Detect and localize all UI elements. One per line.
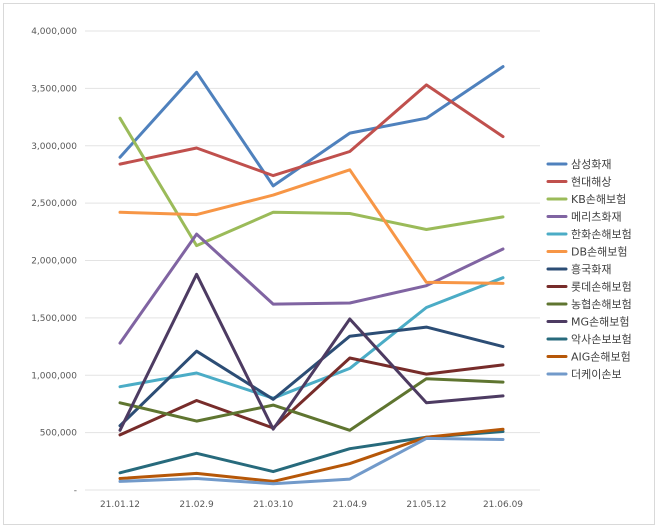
legend-label: 악사손보보험 xyxy=(571,333,632,346)
series-line xyxy=(118,356,505,437)
series-line xyxy=(118,272,505,432)
chart-frame xyxy=(3,3,655,525)
x-tick-label: 21.04.9 xyxy=(333,500,368,510)
y-tick-label: 2,000,000 xyxy=(31,257,77,267)
legend-label: 롯데손해보험 xyxy=(571,280,632,294)
series-line xyxy=(118,232,505,345)
series-line xyxy=(118,83,505,178)
y-tick-label: 3,500,000 xyxy=(31,84,77,94)
x-tick-label: 21.05.12 xyxy=(406,500,446,510)
y-tick-label: 1,000,000 xyxy=(31,371,77,381)
legend-label: 농협손해보험 xyxy=(571,297,632,311)
x-tick-label: 21.02.9 xyxy=(179,500,214,510)
legend-label: 한화손해보험 xyxy=(571,227,632,241)
series-line xyxy=(118,116,505,248)
y-tick-label: 3,000,000 xyxy=(31,142,77,152)
x-tick-label: 21.01.12 xyxy=(100,500,140,510)
series-line xyxy=(118,276,505,400)
x-tick-label: 21.03.10 xyxy=(253,500,293,510)
series-line xyxy=(118,436,505,486)
y-tick-label: 500,000 xyxy=(40,429,77,439)
legend-label: KB손해보험 xyxy=(571,192,626,206)
legend-label: 삼성화재 xyxy=(571,158,611,171)
legend-label: DB손해보험 xyxy=(571,245,628,259)
series-line xyxy=(118,325,505,428)
x-tick-label: 21.06.09 xyxy=(483,500,523,510)
y-tick-label: - xyxy=(74,486,77,496)
series-line xyxy=(118,65,505,188)
gridlines xyxy=(85,30,540,491)
legend-label: MG손해보험 xyxy=(571,315,630,329)
series-line xyxy=(118,377,505,432)
series-line xyxy=(118,427,505,483)
y-tick-label: 2,500,000 xyxy=(31,199,77,209)
legend-label: 현대해상 xyxy=(571,175,611,189)
legend-label: 더케이손보 xyxy=(571,368,622,381)
series-lines xyxy=(118,65,505,486)
y-axis-ticks: - 500,000 1,000,000 1,500,000 2,000,000 2,500… xyxy=(31,27,77,496)
legend-label: 흥국화재 xyxy=(571,262,611,276)
x-axis-ticks: 21.01.12 21.02.9 21.03.10 21.04.9 21.05.12 21… xyxy=(100,500,523,510)
series-line xyxy=(118,168,505,285)
y-tick-label: 1,500,000 xyxy=(31,314,77,324)
y-tick-label: 4,000,000 xyxy=(31,27,77,37)
legend-label: 메리츠화재 xyxy=(571,211,622,224)
legend-label: AIG손해보험 xyxy=(571,350,631,364)
